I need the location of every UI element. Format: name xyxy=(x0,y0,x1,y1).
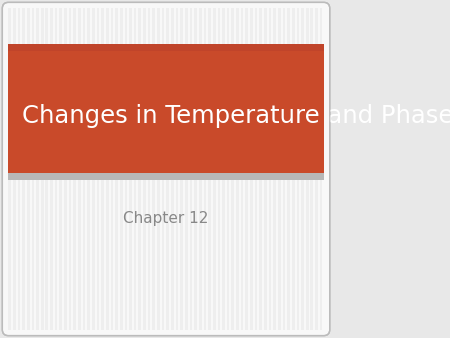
Bar xyxy=(120,8,122,330)
Bar xyxy=(213,8,216,330)
Bar xyxy=(111,8,113,330)
Bar xyxy=(231,8,234,330)
Bar xyxy=(55,8,58,330)
Bar xyxy=(217,8,220,330)
Bar xyxy=(153,8,155,330)
Bar xyxy=(241,8,243,330)
Bar xyxy=(139,8,141,330)
Bar xyxy=(162,8,164,330)
Bar xyxy=(27,8,30,330)
Bar xyxy=(227,8,230,330)
Bar xyxy=(45,8,48,330)
Bar xyxy=(134,8,136,330)
Bar xyxy=(255,8,257,330)
Bar xyxy=(13,8,16,330)
Bar xyxy=(189,8,192,330)
Bar xyxy=(273,8,276,330)
Bar xyxy=(73,8,76,330)
Bar xyxy=(278,8,281,330)
Bar xyxy=(78,8,81,330)
Bar xyxy=(310,8,313,330)
FancyBboxPatch shape xyxy=(2,2,330,336)
Bar xyxy=(97,8,99,330)
Bar xyxy=(64,8,67,330)
Bar xyxy=(125,8,127,330)
Bar xyxy=(259,8,262,330)
Bar xyxy=(208,8,211,330)
Bar xyxy=(199,8,202,330)
Bar xyxy=(176,8,178,330)
Bar xyxy=(50,8,53,330)
Bar xyxy=(36,8,39,330)
Bar xyxy=(8,173,324,180)
Bar xyxy=(92,8,94,330)
Bar xyxy=(283,8,285,330)
Bar xyxy=(194,8,197,330)
Bar xyxy=(203,8,206,330)
Bar xyxy=(8,44,324,174)
Bar xyxy=(245,8,248,330)
Bar xyxy=(236,8,239,330)
Bar xyxy=(320,8,323,330)
Bar xyxy=(222,8,225,330)
Bar xyxy=(8,8,11,330)
Bar xyxy=(180,8,183,330)
Bar xyxy=(69,8,72,330)
Bar xyxy=(148,8,150,330)
Bar xyxy=(106,8,108,330)
Bar xyxy=(171,8,174,330)
Bar xyxy=(157,8,160,330)
Bar xyxy=(250,8,253,330)
Bar xyxy=(22,8,25,330)
Bar xyxy=(185,8,188,330)
Text: Changes in Temperature and Phases: Changes in Temperature and Phases xyxy=(22,104,450,128)
Bar xyxy=(32,8,34,330)
Text: Chapter 12: Chapter 12 xyxy=(123,211,209,225)
Bar xyxy=(315,8,318,330)
Bar xyxy=(143,8,146,330)
Bar xyxy=(8,44,324,51)
Bar xyxy=(115,8,118,330)
Bar xyxy=(269,8,271,330)
Bar xyxy=(41,8,44,330)
Bar xyxy=(18,8,20,330)
Bar xyxy=(306,8,309,330)
Bar xyxy=(301,8,304,330)
Bar xyxy=(87,8,90,330)
Bar xyxy=(297,8,299,330)
Bar xyxy=(101,8,104,330)
Bar xyxy=(264,8,267,330)
Bar xyxy=(166,8,169,330)
Bar xyxy=(59,8,62,330)
Bar xyxy=(292,8,295,330)
Bar xyxy=(83,8,86,330)
Bar xyxy=(287,8,290,330)
Bar xyxy=(129,8,132,330)
